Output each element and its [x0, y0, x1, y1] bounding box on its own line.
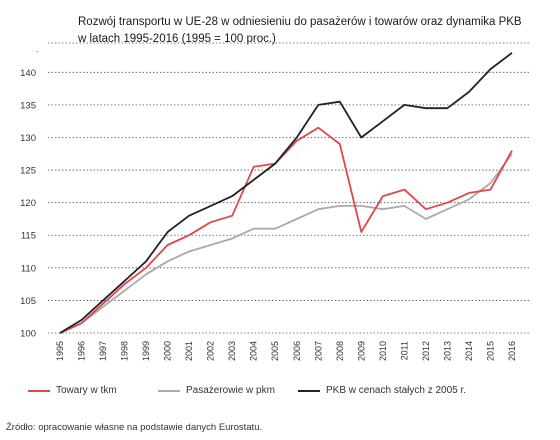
- x-tick-label-2010: 2010: [378, 341, 388, 361]
- legend-swatch-1: [158, 389, 180, 392]
- series-line-0: [59, 126, 513, 334]
- series-line-2: [59, 52, 513, 334]
- legend: Towary w tkm Pasażerowie w pkm PKB w cenac…: [28, 385, 548, 401]
- x-tick-label-2014: 2014: [464, 341, 474, 361]
- x-tick-label-2013: 2013: [442, 341, 452, 361]
- x-tick-label-1997: 1997: [98, 341, 108, 361]
- legend-swatch-0: [28, 389, 50, 392]
- x-tick-labels: 1995 1996 1997 1998 1999 2000 2001 2002 2003 2004…: [55, 341, 517, 361]
- x-tick-label-2002: 2002: [206, 341, 216, 361]
- x-tick-label-2016: 2016: [507, 341, 517, 361]
- chart-title: Rozwój transportu w UE-28 w odniesieniu …: [78, 16, 522, 45]
- x-tick-label-2001: 2001: [184, 341, 194, 361]
- x-tick-label-2006: 2006: [292, 341, 302, 361]
- x-tick-label-2007: 2007: [313, 341, 323, 361]
- x-tick-label-2004: 2004: [249, 341, 259, 361]
- y-tick-label-135: 135: [20, 100, 36, 111]
- x-tick-label-2012: 2012: [421, 341, 431, 361]
- x-tick-label-2000: 2000: [163, 341, 173, 361]
- legend-label-1: Pasażerowie w pkm: [186, 385, 275, 396]
- series-line-1: [59, 153, 513, 334]
- x-tick-label-2011: 2011: [399, 341, 409, 360]
- y-tick-label-105: 105: [20, 296, 36, 307]
- x-tick-label-2015: 2015: [485, 341, 495, 361]
- y-tick-label-120: 120: [20, 198, 36, 209]
- y-tick-label-125: 125: [20, 166, 36, 177]
- x-tick-label-2005: 2005: [270, 341, 280, 361]
- legend-label-0: Towary w tkm: [56, 385, 117, 396]
- x-tick-label-1998: 1998: [120, 341, 130, 361]
- legend-item-0: Towary w tkm: [28, 385, 117, 396]
- legend-item-1: Pasażerowie w pkm: [158, 385, 275, 396]
- source-note: Źródło: opracowanie własne na podstawie …: [6, 422, 263, 433]
- grid-layer: [48, 42, 530, 334]
- y-tick-label-100: 100: [20, 329, 36, 340]
- legend-item-2: PKB w cenach stałych z 2005 r.: [298, 385, 466, 396]
- y-tick-label-115: 115: [21, 231, 36, 242]
- x-tick-label-2008: 2008: [335, 341, 345, 361]
- x-tick-label-1999: 1999: [141, 341, 151, 361]
- x-tick-label-1996: 1996: [77, 341, 87, 361]
- x-tick-label-2003: 2003: [227, 341, 237, 361]
- y-tick-label-110: 110: [21, 263, 36, 274]
- line-chart: 100 105 110 115 120 125 130 135 140 1995 1996 1997…: [20, 42, 530, 361]
- x-tick-label-2009: 2009: [356, 341, 366, 361]
- x-tick-label-1995: 1995: [55, 341, 65, 361]
- legend-label-2: PKB w cenach stałych z 2005 r.: [326, 385, 467, 396]
- series-layer: [59, 52, 513, 334]
- y-tick-label-130: 130: [20, 133, 36, 144]
- stray-dot: .: [36, 44, 39, 54]
- legend-swatch-2: [298, 389, 320, 392]
- y-tick-labels: 100 105 110 115 120 125 130 135 140: [20, 68, 36, 340]
- y-tick-label-140: 140: [20, 68, 36, 79]
